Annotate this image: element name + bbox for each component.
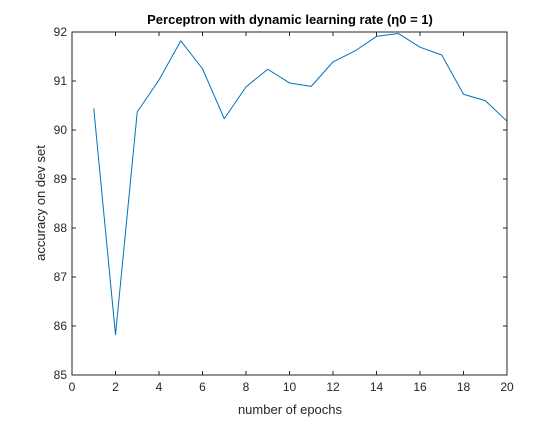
- data-point: [440, 54, 443, 57]
- y-axis-ticks: 85 86 87 88 89 90 91 92: [54, 25, 507, 382]
- x-tick-label: 20: [500, 380, 514, 394]
- y-tick-label: 92: [54, 25, 68, 39]
- data-point: [245, 85, 248, 88]
- data-point: [506, 120, 509, 123]
- x-tick-label: 6: [199, 380, 206, 394]
- data-point: [266, 68, 269, 71]
- x-tick-label: 4: [156, 380, 163, 394]
- y-tick-label: 89: [54, 172, 68, 186]
- series-group: [92, 32, 509, 336]
- data-point: [201, 67, 204, 70]
- data-point: [136, 110, 139, 113]
- data-point: [375, 35, 378, 38]
- x-tick-label: 2: [112, 380, 119, 394]
- data-point: [223, 117, 226, 120]
- y-tick-label: 90: [54, 123, 68, 137]
- y-tick-label: 88: [54, 221, 68, 235]
- y-tick-label: 87: [54, 270, 68, 284]
- x-tick-label: 12: [326, 380, 340, 394]
- data-point: [179, 39, 182, 42]
- data-point: [114, 333, 117, 336]
- data-point: [158, 79, 161, 82]
- x-axis-ticks: 0 2 4 6 8 10 12 14 16 18 20: [69, 32, 514, 394]
- x-tick-label: 8: [243, 380, 250, 394]
- series-line: [93, 32, 508, 336]
- x-tick-label: 0: [69, 380, 76, 394]
- x-axis-label: number of epochs: [238, 402, 343, 417]
- data-point: [353, 50, 356, 53]
- y-axis-label: accuracy on dev set: [33, 145, 48, 261]
- x-tick-label: 10: [283, 380, 297, 394]
- data-point: [92, 107, 95, 110]
- data-point: [462, 93, 465, 96]
- data-point: [288, 81, 291, 84]
- y-tick-label: 86: [54, 319, 68, 333]
- data-point: [419, 46, 422, 49]
- x-tick-label: 14: [370, 380, 384, 394]
- x-tick-label: 18: [457, 380, 471, 394]
- data-point: [484, 99, 487, 102]
- y-tick-label: 85: [54, 368, 68, 382]
- data-point: [397, 32, 400, 35]
- chart-title: Perceptron with dynamic learning rate (η…: [147, 12, 433, 27]
- x-tick-label: 16: [413, 380, 427, 394]
- data-point: [332, 60, 335, 63]
- y-tick-label: 91: [54, 74, 68, 88]
- data-point: [310, 85, 313, 88]
